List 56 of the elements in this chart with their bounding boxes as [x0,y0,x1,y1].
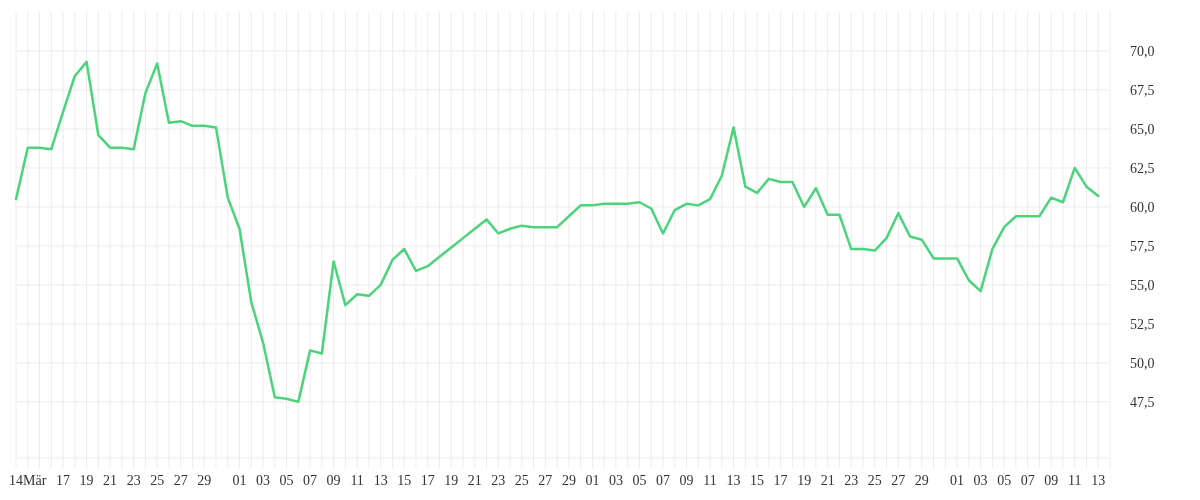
x-tick-label: 15 [750,473,765,488]
x-tick-label: 11 [703,473,717,488]
x-tick-label: 05 [632,473,647,488]
x-tick-label: 09 [679,473,694,488]
x-tick-label: 17 [773,473,788,488]
y-tick-label: 65,0 [1130,121,1155,137]
line-series [14,60,1100,404]
x-tick-label: 27 [538,473,553,488]
x-tick-label: 03 [973,473,988,488]
x-tick-label: 09 [326,473,341,488]
x-tick-label: 19 [797,473,812,488]
x-tick-label: 21 [820,473,835,488]
x-tick-label: 07 [1020,473,1035,488]
x-tick-label: 03 [608,473,623,488]
x-tick-label: 01 [585,473,600,488]
x-tick-label: 25 [514,473,529,488]
y-tick-label: 60,0 [1130,199,1155,215]
x-tick-label: 13 [1091,473,1106,488]
x-tick-label: 14Mär [9,473,47,488]
x-tick-label: 11 [350,473,364,488]
x-tick-label: 23 [126,473,141,488]
x-tick-label: 17 [420,473,435,488]
x-tick-label: 01 [232,473,247,488]
x-tick-label: 27 [173,473,188,488]
x-tick-label: 03 [256,473,271,488]
x-tick-label: 19 [444,473,459,488]
x-tick-label: 29 [197,473,212,488]
y-tick-label: 52,5 [1130,316,1155,332]
y-tick-label: 67,5 [1130,82,1155,98]
x-tick-label: 23 [491,473,506,488]
x-tick-label: 19 [79,473,94,488]
x-tick-label: 13 [726,473,741,488]
y-tick-label: 57,5 [1130,238,1155,254]
x-tick-label: 29 [914,473,929,488]
x-tick-label: 23 [844,473,859,488]
y-tick-label: 62,5 [1130,160,1155,176]
x-tick-label: 07 [655,473,670,488]
y-tick-label: 70,0 [1130,43,1155,59]
x-tick-label: 27 [891,473,906,488]
x-tick-label: 05 [279,473,294,488]
x-tick-label: 25 [867,473,882,488]
y-tick-label: 55,0 [1130,277,1155,293]
x-tick-label: 07 [303,473,318,488]
x-tick-label: 09 [1044,473,1059,488]
x-tick-label: 25 [150,473,165,488]
y-tick-label: 47,5 [1130,394,1155,410]
x-tick-label: 15 [397,473,412,488]
x-tick-label: 21 [467,473,482,488]
x-tick-label: 05 [997,473,1012,488]
x-tick-label: 21 [103,473,118,488]
x-tick-label: 01 [950,473,965,488]
x-tick-label: 29 [561,473,576,488]
x-tick-label: 13 [373,473,388,488]
x-tick-label: 11 [1067,473,1082,488]
x-tick-label: 17 [56,473,71,488]
y-tick-label: 50,0 [1130,355,1155,371]
